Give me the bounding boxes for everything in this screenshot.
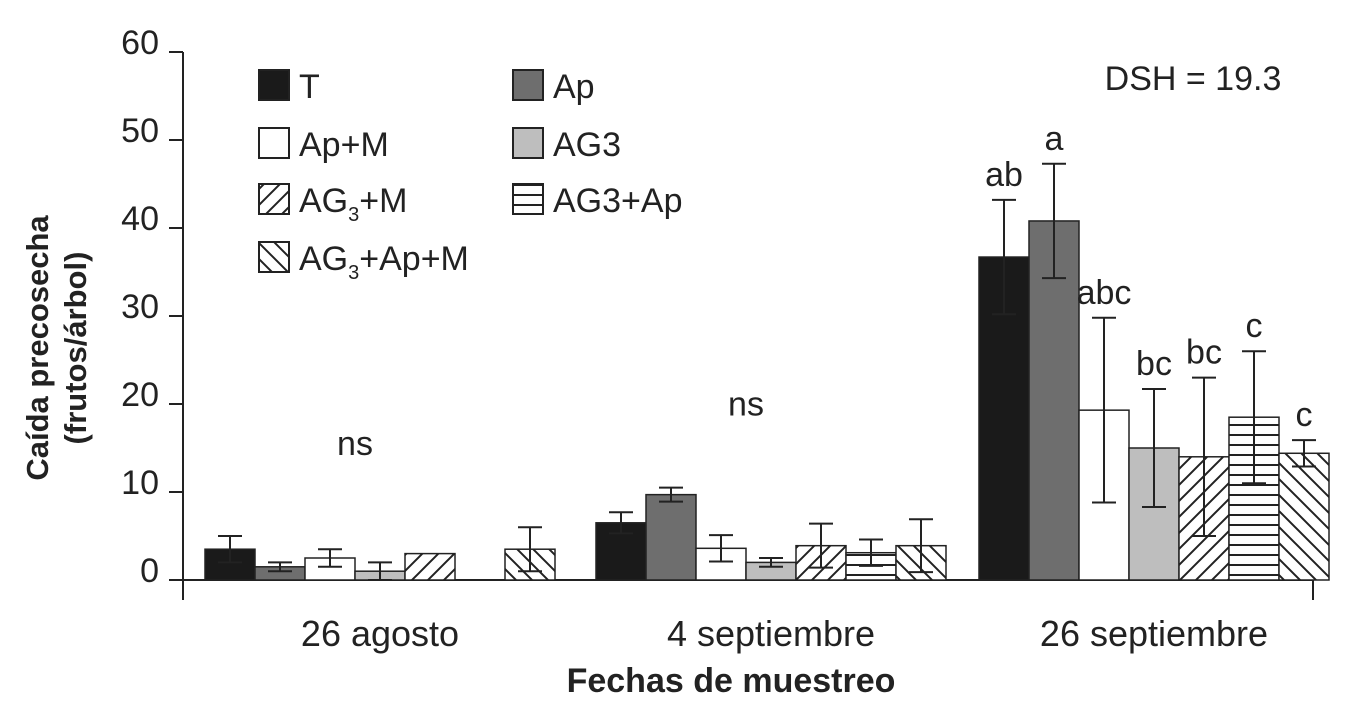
legend-label: T [299, 68, 320, 106]
x-axis-title: Fechas de muestreo [567, 662, 896, 700]
error-bar [809, 522, 833, 569]
bar-ap-1 [645, 493, 697, 581]
legend-item: AG3+Ap+M [258, 240, 469, 284]
x-category-label: 26 agosto [301, 613, 459, 654]
bar-ag3-m-0 [404, 552, 456, 581]
y-tick-label: 60 [121, 24, 159, 62]
significance-label: ab [985, 156, 1023, 194]
significance-label: bc [1136, 345, 1172, 383]
error-bar [1092, 316, 1116, 504]
y-axis-title-line-1: Caída precosecha [20, 215, 55, 481]
legend-swatch [258, 183, 290, 215]
error-bar [318, 548, 342, 568]
significance-label: ns [728, 386, 764, 424]
legend-item: Ap+M [258, 126, 389, 164]
legend-item: Ap [512, 68, 595, 106]
significance-label: abc [1077, 274, 1132, 312]
legend-swatch [258, 241, 290, 273]
significance-label: bc [1186, 334, 1222, 372]
error-bar [518, 526, 542, 573]
error-bar [709, 534, 733, 563]
axes: 0 10 20 30 40 50 60 26 agosto 4 septiembre 26 sep… [121, 24, 1314, 654]
bar-ag3-ap-m-2 [1278, 452, 1330, 581]
error-bar [659, 486, 683, 503]
x-category-label: 4 septiembre [667, 613, 875, 654]
y-tick-label: 20 [121, 376, 159, 414]
significance-label: a [1045, 120, 1064, 158]
significance-label: c [1296, 396, 1313, 434]
error-bar [1192, 376, 1216, 537]
y-tick-label: 10 [121, 464, 159, 502]
dsh-annotation: DSH = 19.3 [1105, 60, 1282, 98]
error-bar [268, 561, 292, 573]
significance-label: c [1246, 307, 1263, 345]
legend-item: AG3 [512, 126, 621, 164]
error-bar [859, 538, 883, 567]
error-bar [759, 557, 783, 568]
bar-ag3-ap-2 [1228, 416, 1280, 581]
error-bar [909, 518, 933, 574]
legend-label: Ap+M [299, 126, 389, 164]
y-tick-label: 0 [140, 552, 159, 590]
legend: T Ap Ap+M AG3 AG3+M AG3+Ap AG3+Ap+M [258, 68, 682, 284]
legend-swatch [258, 127, 290, 159]
error-bar [1042, 162, 1066, 280]
error-bar [992, 198, 1016, 316]
legend-label: AG3 [553, 126, 621, 164]
legend-label: Ap [553, 68, 595, 106]
error-bar [609, 511, 633, 535]
y-axis-title-line-2: (frutos/árbol) [58, 252, 93, 445]
legend-item: T [258, 68, 320, 106]
error-bar [1142, 388, 1166, 508]
legend-label: AG3+Ap+M [299, 240, 469, 284]
significance-label: ns [337, 425, 373, 463]
legend-item: AG3+Ap [512, 182, 682, 220]
legend-swatch [512, 69, 544, 101]
y-tick-label: 50 [121, 112, 159, 150]
legend-label: AG3+Ap [553, 182, 682, 220]
legend-label: AG3+M [299, 182, 407, 226]
error-bar [1292, 439, 1316, 468]
legend-swatch [258, 69, 290, 101]
y-tick-label: 30 [121, 288, 159, 326]
error-bar [218, 535, 242, 564]
error-bar [1242, 350, 1266, 485]
legend-item: AG3+M [258, 182, 407, 226]
bar-ap-2 [1028, 220, 1080, 581]
x-category-label: 26 septiembre [1040, 613, 1268, 654]
legend-swatch [512, 183, 544, 215]
legend-swatch [512, 127, 544, 159]
error-bar [368, 561, 392, 581]
y-tick-label: 40 [121, 200, 159, 238]
y-axis-title: Caída precosecha (frutos/árbol) [20, 215, 93, 481]
